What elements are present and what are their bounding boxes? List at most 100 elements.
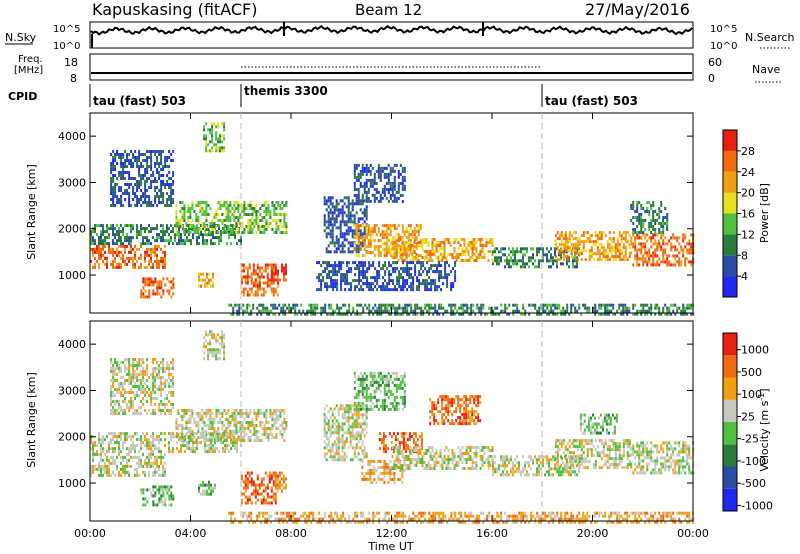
heatmap-cell (650, 263, 653, 267)
heatmap-cell (381, 196, 384, 200)
heatmap-cell (207, 204, 210, 207)
heatmap-cell (275, 219, 278, 222)
heatmap-cell (378, 261, 381, 265)
heatmap-cell (164, 230, 166, 234)
heatmap-cell (140, 385, 143, 388)
heatmap-cell (94, 256, 96, 260)
heatmap-cell (479, 253, 482, 256)
heatmap-cell (146, 236, 148, 240)
heatmap-cell (411, 253, 414, 256)
heatmap-cell (94, 247, 96, 251)
heatmap-cell (552, 303, 555, 307)
heatmap-cell (648, 236, 651, 240)
heatmap-cell (152, 227, 154, 231)
heatmap-cell (387, 172, 390, 176)
heatmap-cell (276, 284, 279, 288)
heatmap-cell (395, 247, 398, 250)
heatmap-cell (414, 303, 417, 307)
heatmap-cell (187, 409, 190, 412)
heatmap-cell (339, 229, 342, 233)
heatmap-cell (116, 183, 119, 186)
heatmap-cell (356, 285, 359, 289)
heatmap-cell (272, 281, 275, 285)
heatmap-cell (110, 391, 113, 394)
heatmap-cell (390, 264, 393, 268)
heatmap-cell (134, 432, 136, 436)
heatmap-cell (134, 265, 136, 269)
heatmap-cell (201, 430, 204, 433)
heatmap-cell (152, 441, 154, 445)
heatmap-cell (341, 235, 344, 239)
heatmap-cell (496, 256, 498, 260)
heatmap-cell (181, 219, 184, 222)
heatmap-cell (160, 189, 163, 192)
heatmap-cell (397, 187, 400, 191)
heatmap-cell (244, 309, 247, 313)
heatmap-cell (122, 467, 124, 471)
heatmap-cell (120, 385, 123, 388)
heatmap-cell (178, 438, 180, 442)
heatmap-cell (438, 273, 441, 277)
heatmap-cell (118, 171, 121, 174)
heatmap-cell (512, 303, 515, 307)
heatmap-cell (411, 233, 414, 237)
heatmap-cell (271, 204, 274, 207)
heatmap-cell (166, 204, 169, 207)
heatmap-cell (244, 266, 247, 270)
heatmap-cell (316, 276, 319, 280)
heatmap-cell (458, 312, 461, 316)
heatmap-cell (156, 162, 159, 165)
heatmap-cell (443, 253, 446, 256)
heatmap-cell (684, 260, 687, 264)
heatmap-cell (417, 254, 420, 258)
heatmap-cell (189, 427, 192, 430)
heatmap-cell (373, 172, 376, 176)
heatmap-cell (197, 430, 200, 433)
heatmap-cell (112, 379, 115, 382)
heatmap-cell (610, 240, 613, 244)
heatmap-cell (395, 196, 398, 200)
heatmap-cell (166, 227, 168, 231)
heatmap-cell (199, 412, 202, 415)
heatmap-cell (130, 159, 133, 162)
heatmap-cell (323, 196, 326, 200)
heatmap-cell (162, 150, 165, 153)
heatmap-cell (154, 292, 157, 296)
heatmap-cell (417, 233, 420, 237)
heatmap-cell (568, 265, 570, 269)
heatmap-cell (382, 285, 385, 289)
heatmap-cell (330, 282, 333, 286)
heatmap-cell (391, 241, 394, 244)
heatmap-cell (608, 309, 611, 313)
heatmap-cell (385, 233, 388, 237)
heatmap-cell (386, 306, 389, 310)
heatmap-cell (323, 217, 326, 221)
heatmap-cell (328, 312, 331, 316)
heatmap-cell (112, 174, 115, 177)
heatmap-cell (690, 260, 693, 264)
heatmap-cell (360, 303, 363, 307)
heatmap-cell (337, 241, 340, 245)
heatmap-cell (540, 312, 543, 316)
heatmap-cell (416, 276, 419, 280)
heatmap-cell (392, 306, 395, 310)
heatmap-cell (431, 244, 434, 247)
heatmap-cell (367, 224, 370, 228)
heatmap-cell (658, 213, 661, 216)
heatmap-cell (652, 210, 655, 213)
heatmap-cell (168, 447, 170, 451)
heatmap-cell (154, 153, 157, 156)
heatmap-cell (106, 473, 108, 477)
heatmap-cell (273, 210, 276, 213)
heatmap-cell (264, 281, 267, 285)
heatmap-cell (168, 227, 170, 231)
heatmap-cell (566, 309, 569, 313)
heatmap-cell (281, 231, 284, 234)
heatmap-cell (120, 367, 123, 370)
heatmap-cell (365, 233, 368, 237)
heatmap-cell (391, 184, 394, 188)
heatmap-cell (353, 220, 356, 224)
heatmap-cell (508, 259, 510, 263)
heatmap-cell (110, 183, 113, 186)
heatmap-cell (203, 213, 206, 216)
